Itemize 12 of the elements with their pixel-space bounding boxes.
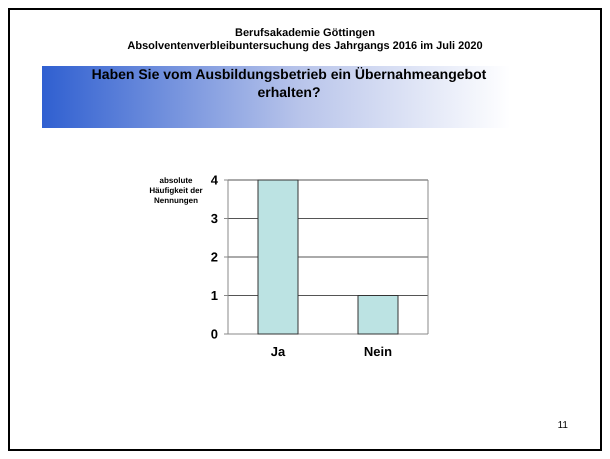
text: Berufsakademie Göttingen (235, 27, 376, 39)
y-tick-label: 3 (210, 211, 218, 226)
y-axis-title: absolute Häufigkeit der Nennungen (149, 176, 203, 205)
x-tick-label: Ja (270, 344, 286, 359)
text: Absolventenverbleibuntersuchung des Jahrgangs 2016 im Juli 2020 (127, 40, 483, 52)
y-tick-label: 2 (210, 250, 218, 265)
chart-title: Haben Sie vom Ausbildungsbetrieb ein Übernahmeangebot erhalten? (92, 66, 487, 100)
y-tick-label: 4 (210, 172, 219, 188)
text: 11 (558, 420, 568, 431)
y-tick-label: 1 (210, 288, 218, 304)
y-tick-label: 0 (210, 326, 218, 342)
x-tick-label: Nein (364, 344, 392, 359)
